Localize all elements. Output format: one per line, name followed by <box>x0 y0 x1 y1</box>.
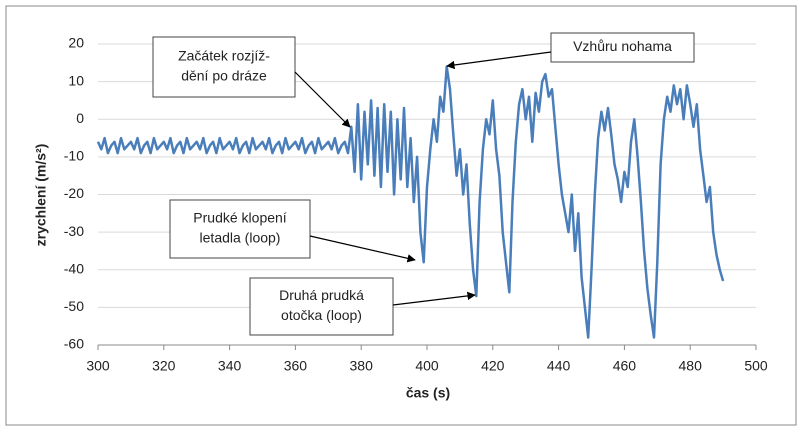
y-axis-label: zrychlení (m/s²) <box>33 144 49 247</box>
annotation-text: Druhá prudká <box>279 287 364 303</box>
y-tick-label: -40 <box>64 260 84 276</box>
annotation-arrow <box>309 235 416 263</box>
x-tick-label: 380 <box>350 358 374 374</box>
annotation-arrow <box>446 51 552 70</box>
x-axis-label: čas (s) <box>406 385 450 401</box>
y-tick-label: 20 <box>68 35 84 51</box>
annotation-text: otočka (loop) <box>281 307 362 323</box>
data-line <box>96 65 725 339</box>
annotation-text: Začátek rozjíž- <box>178 48 270 64</box>
annotation-box <box>152 36 296 98</box>
y-tick-label: 10 <box>68 72 84 88</box>
x-tick-label: 400 <box>415 358 439 374</box>
y-tick-label: -50 <box>64 298 84 314</box>
y-tick-label: -20 <box>64 185 84 201</box>
y-tick-label: 0 <box>76 110 84 126</box>
x-tick-label: 300 <box>86 358 110 374</box>
x-tick-label: 340 <box>218 358 242 374</box>
annotation-text: letadla (loop) <box>200 230 281 246</box>
x-tick-label: 480 <box>679 358 703 374</box>
y-tick-label: -60 <box>64 336 84 352</box>
x-tick-label: 320 <box>152 358 176 374</box>
x-tick-label: 460 <box>613 358 637 374</box>
x-tick-label: 420 <box>481 358 505 374</box>
annotation-text: dění po dráze <box>181 68 267 84</box>
x-tick-label: 360 <box>284 358 308 374</box>
y-tick-label: -30 <box>64 223 84 239</box>
x-tick-label: 440 <box>547 358 571 374</box>
annotation-arrow <box>392 291 476 306</box>
annotation-arrow <box>294 71 351 128</box>
x-tick-label: 500 <box>744 358 768 374</box>
annotation-box <box>249 277 394 336</box>
annotation-text: Vzhůru nohama <box>573 38 672 54</box>
annotation-box <box>169 199 311 259</box>
annotation-text: Prudké klopení <box>193 210 287 226</box>
y-tick-label: -10 <box>64 148 84 164</box>
chart-border <box>5 5 797 426</box>
annotation-box <box>550 32 695 63</box>
